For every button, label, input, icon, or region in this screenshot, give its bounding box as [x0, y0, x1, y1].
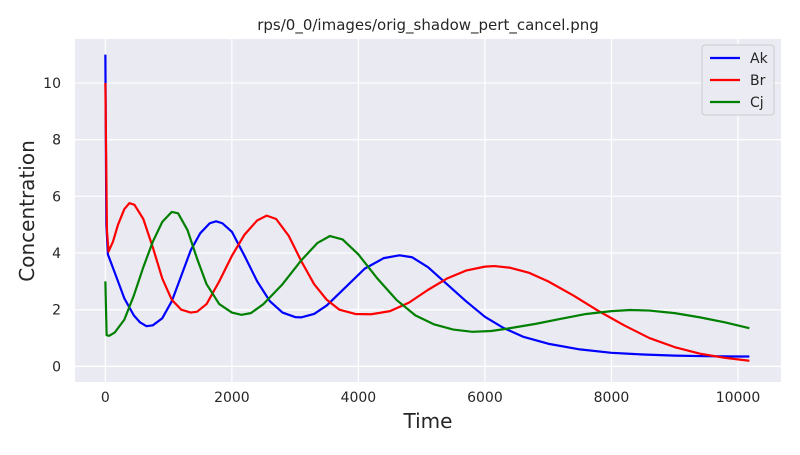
legend-label-cj: Cj — [750, 95, 764, 111]
y-tick-label: 6 — [52, 189, 61, 205]
series-line-ak — [104, 54, 750, 358]
x-tick-label: 0 — [101, 390, 110, 406]
y-axis-label: Concentration — [15, 140, 39, 281]
legend: Ak Br Cj — [701, 44, 775, 116]
x-tick-label: 8000 — [594, 390, 630, 406]
x-tick-label: 4000 — [341, 390, 377, 406]
legend-label-ak: Ak — [750, 51, 769, 67]
y-tick-labels: 0 2 4 6 8 10 — [43, 76, 61, 375]
legend-label-br: Br — [750, 73, 766, 89]
y-tick-label: 4 — [52, 246, 61, 262]
y-tick-label: 10 — [43, 76, 61, 92]
x-tick-label: 2000 — [214, 390, 250, 406]
x-tick-label: 6000 — [467, 390, 503, 406]
plot-background — [75, 39, 781, 382]
x-tick-label: 10000 — [716, 390, 761, 406]
x-tick-labels: 0 2000 4000 6000 8000 10000 — [101, 390, 760, 406]
x-axis-label: Time — [403, 409, 453, 433]
y-tick-label: 0 — [52, 359, 61, 375]
series-line-cj — [104, 210, 750, 337]
chart-title: rps/0_0/images/orig_shadow_pert_cancel.p… — [257, 16, 599, 35]
series-lines — [104, 54, 750, 362]
y-tick-label: 8 — [52, 133, 61, 149]
y-tick-label: 2 — [52, 303, 61, 319]
